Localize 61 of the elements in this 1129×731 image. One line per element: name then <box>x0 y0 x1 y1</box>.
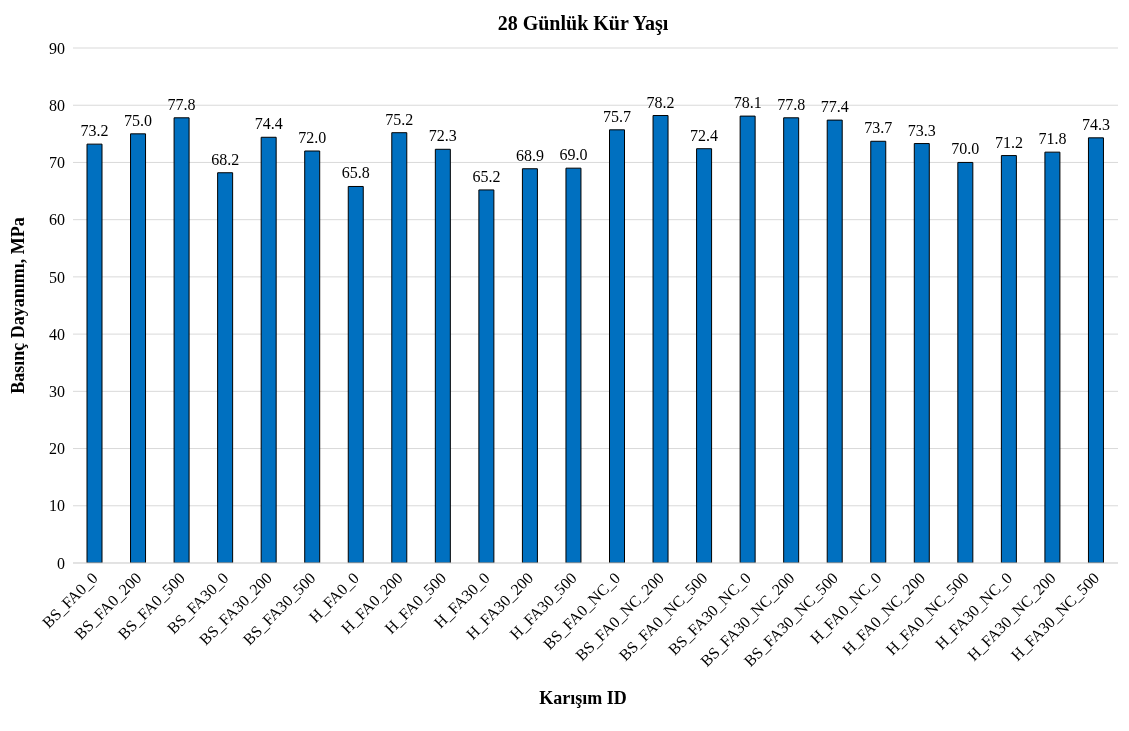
x-axis-title: Karışım ID <box>538 688 628 709</box>
data-label: 78.1 <box>733 94 762 112</box>
data-label: 73.2 <box>80 122 109 140</box>
bar <box>565 167 582 563</box>
y-tick-label: 0 <box>57 554 65 572</box>
bar <box>783 117 800 563</box>
bar <box>173 117 190 563</box>
y-tick-label: 90 <box>49 39 65 57</box>
data-label: 77.8 <box>777 95 806 113</box>
bar <box>86 143 103 563</box>
bar <box>217 172 234 563</box>
data-label: 78.2 <box>646 93 675 111</box>
data-label: 72.3 <box>428 127 457 145</box>
bar <box>434 148 451 563</box>
bar <box>1044 151 1061 563</box>
data-label: 70.0 <box>951 140 980 158</box>
bar <box>1000 155 1017 563</box>
data-label: 77.8 <box>167 95 196 113</box>
y-tick-label: 20 <box>49 440 65 458</box>
y-axis-title: Basınç Dayanımı, MPa <box>8 217 29 394</box>
bar <box>957 161 974 563</box>
bar <box>1087 137 1104 563</box>
bar <box>652 115 669 563</box>
data-label: 69.0 <box>559 146 588 164</box>
y-tick-label: 10 <box>49 497 65 515</box>
data-label: 74.3 <box>1081 115 1110 133</box>
data-label: 68.2 <box>211 150 240 168</box>
bar <box>826 119 843 563</box>
data-label: 73.7 <box>864 119 893 137</box>
y-tick-label: 60 <box>49 211 65 229</box>
chart-title: 28 Günlük Kür Yaşı <box>496 11 670 37</box>
y-tick-label: 40 <box>49 325 65 343</box>
data-label: 75.7 <box>603 107 631 125</box>
bar <box>391 132 408 563</box>
bar <box>478 189 495 563</box>
data-label: 74.4 <box>254 115 283 133</box>
bar <box>521 168 538 563</box>
data-label: 73.3 <box>907 121 936 139</box>
bar <box>609 129 625 563</box>
bar <box>130 133 147 563</box>
bar <box>347 185 364 563</box>
data-label: 71.2 <box>994 133 1023 151</box>
bar <box>260 136 277 563</box>
data-label: 68.9 <box>515 146 544 164</box>
data-label: 75.2 <box>385 110 414 128</box>
data-label: 65.8 <box>341 164 370 182</box>
bar <box>739 115 756 563</box>
bar <box>696 148 713 563</box>
bar <box>913 143 930 563</box>
y-tick-label: 70 <box>49 154 65 172</box>
bar <box>870 140 887 563</box>
data-label: 65.2 <box>472 167 501 185</box>
data-label: 72.0 <box>298 129 327 146</box>
bar <box>304 150 321 563</box>
data-label: 75.0 <box>124 111 153 129</box>
data-label: 72.4 <box>690 126 719 144</box>
y-tick-label: 30 <box>49 383 65 401</box>
data-label: 77.4 <box>820 98 849 116</box>
y-tick-label: 80 <box>49 96 65 114</box>
data-label: 71.8 <box>1038 130 1067 148</box>
y-tick-label: 50 <box>49 268 65 286</box>
